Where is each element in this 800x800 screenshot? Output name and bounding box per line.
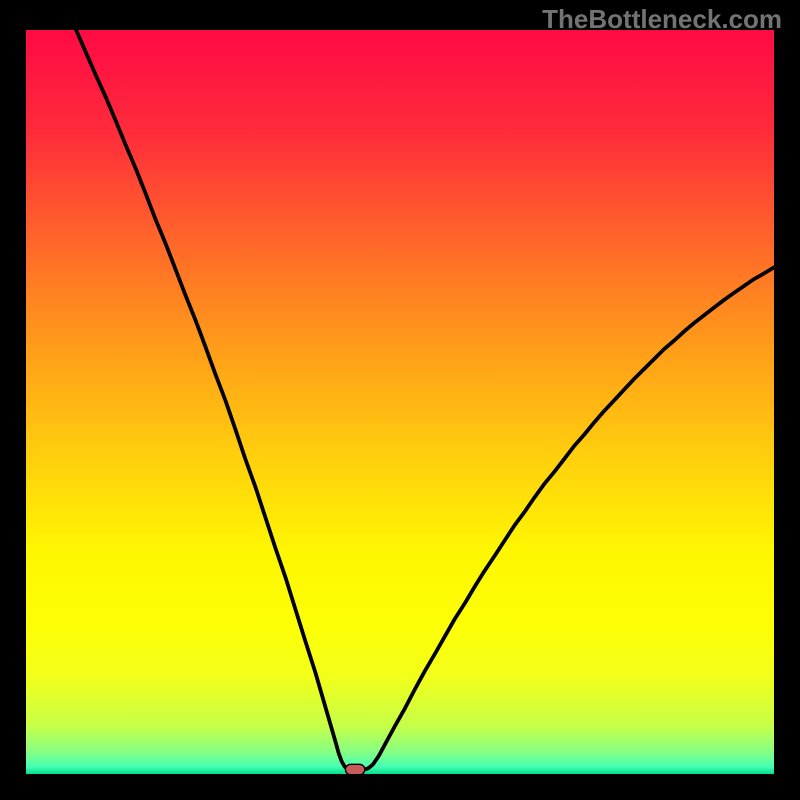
optimal-point-marker bbox=[345, 764, 364, 774]
gradient-background bbox=[26, 30, 774, 774]
plot-svg bbox=[26, 30, 774, 774]
chart-root: TheBottleneck.com bbox=[0, 0, 800, 800]
plot-area bbox=[26, 30, 774, 774]
